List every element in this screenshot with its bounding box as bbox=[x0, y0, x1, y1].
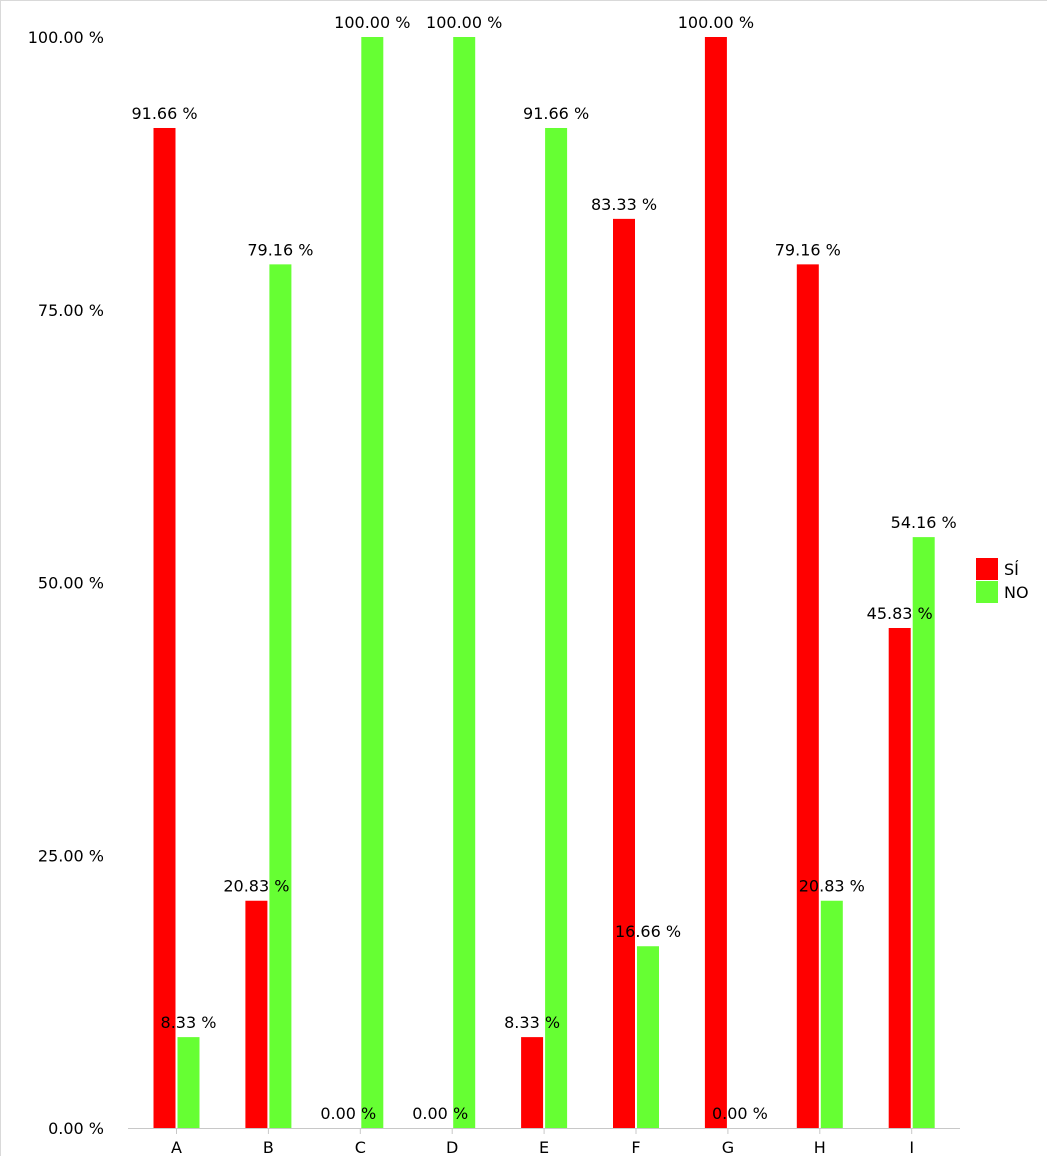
bar-si-i bbox=[888, 627, 911, 1128]
bar-si-a bbox=[153, 127, 176, 1129]
x-tick-label: G bbox=[722, 1138, 734, 1156]
legend-swatch bbox=[976, 581, 998, 603]
data-label-si-e: 8.33 % bbox=[504, 1013, 560, 1032]
x-axis: A B C D E F G H I bbox=[128, 1128, 960, 1156]
y-tick-label: 25.00 % bbox=[38, 846, 104, 865]
data-label-si-d: 0.00 % bbox=[412, 1104, 468, 1123]
bar-si-h bbox=[796, 264, 819, 1129]
data-label-no-a: 8.33 % bbox=[161, 1013, 217, 1032]
data-label-no-b: 79.16 % bbox=[247, 240, 313, 259]
bar-no-c bbox=[361, 37, 384, 1128]
legend-swatch bbox=[976, 558, 998, 580]
bar-si-g bbox=[704, 37, 727, 1128]
bar-si-f bbox=[613, 218, 635, 1129]
data-label-si-h: 79.16 % bbox=[775, 240, 841, 259]
bar-no-a bbox=[177, 1037, 200, 1128]
bar-series-group bbox=[153, 37, 935, 1129]
legend-label: NO bbox=[1004, 583, 1029, 602]
x-tick-label: C bbox=[355, 1138, 366, 1156]
y-tick-label: 50.00 % bbox=[38, 574, 104, 593]
bar-no-h bbox=[820, 900, 843, 1128]
legend-label: SÍ bbox=[1004, 560, 1019, 579]
data-label-si-g: 100.00 % bbox=[678, 13, 754, 32]
x-tick-label: F bbox=[631, 1138, 640, 1156]
data-label-no-f: 16.66 % bbox=[615, 922, 681, 941]
y-tick-label: 0.00 % bbox=[48, 1119, 104, 1138]
bar-no-i bbox=[912, 537, 935, 1128]
bar-no-b bbox=[269, 264, 292, 1129]
bar-no-f bbox=[637, 946, 659, 1128]
bar-no-d bbox=[453, 37, 476, 1128]
x-tick-label: A bbox=[171, 1138, 182, 1156]
data-label-no-c: 100.00 % bbox=[334, 13, 410, 32]
x-tick-label: D bbox=[446, 1138, 458, 1156]
data-labels: 91.66 % 20.83 % 0.00 % 0.00 % 8.33 % 83.33 % 1… bbox=[131, 13, 956, 1123]
x-tick-label: I bbox=[909, 1138, 914, 1156]
data-label-si-a: 91.66 % bbox=[131, 104, 197, 123]
x-tick-label: B bbox=[263, 1138, 274, 1156]
data-label-si-f: 83.33 % bbox=[591, 195, 657, 214]
legend: SÍ NO bbox=[976, 558, 1029, 603]
x-tick-label: H bbox=[814, 1138, 826, 1156]
y-tick-label: 75.00 % bbox=[38, 301, 104, 320]
x-tick-label: E bbox=[539, 1138, 549, 1156]
data-label-si-b: 20.83 % bbox=[223, 877, 289, 896]
data-label-no-h: 20.83 % bbox=[799, 877, 865, 896]
data-label-no-i: 54.16 % bbox=[891, 513, 957, 532]
bar-no-e bbox=[545, 127, 568, 1129]
data-label-si-c: 0.00 % bbox=[320, 1104, 376, 1123]
y-tick-label: 100.00 % bbox=[28, 28, 104, 47]
data-label-no-e: 91.66 % bbox=[523, 104, 589, 123]
data-label-si-i: 45.83 % bbox=[867, 604, 933, 623]
bar-si-e bbox=[521, 1037, 544, 1128]
y-axis: 0.00 % 25.00 % 50.00 % 75.00 % 100.00 % bbox=[28, 28, 104, 1138]
data-label-no-d: 100.00 % bbox=[426, 13, 502, 32]
bar-si-b bbox=[245, 900, 268, 1128]
data-label-no-g: 0.00 % bbox=[712, 1104, 768, 1123]
